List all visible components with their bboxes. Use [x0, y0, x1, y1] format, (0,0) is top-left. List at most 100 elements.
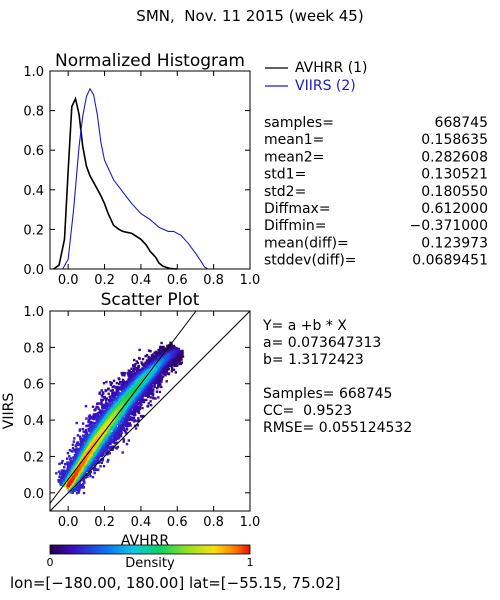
scatter-density-cell: [149, 357, 152, 360]
scatter-density-cell: [116, 407, 120, 411]
stat-label: mean1=: [264, 132, 324, 148]
scatter-density-cell: [91, 452, 95, 455]
scatter-density-cell: [129, 372, 132, 376]
scatter-density-cell: [136, 361, 139, 365]
scatter-density-cell: [152, 353, 155, 356]
stat-label: Diffmin=: [264, 218, 326, 234]
scatter-density-cell: [121, 374, 125, 377]
scatter-density-cell: [148, 366, 152, 370]
scatter-density-cell: [100, 461, 103, 464]
hist-ytick-label: 0.6: [23, 144, 44, 159]
scatter-density-cell: [171, 347, 174, 350]
scatter-density-cell: [167, 367, 171, 371]
scatter-density-cell: [136, 377, 139, 381]
scatter-density-cell: [105, 397, 108, 400]
scatter-density-cell: [147, 402, 150, 405]
scatter-density-cell: [158, 376, 161, 380]
scatter-density-cell: [91, 405, 95, 408]
scatter-density-cell: [166, 352, 169, 355]
scatter-density-cell: [154, 352, 158, 355]
stat-value: 0.123973: [421, 235, 488, 251]
scatter-density-cell: [139, 381, 142, 385]
scatter-density-cell: [177, 355, 180, 359]
scatter-density-cell: [151, 368, 155, 371]
scatter-density-cell: [140, 393, 144, 396]
scatter-density-cell: [62, 469, 66, 472]
scatter-density-cell: [75, 454, 78, 457]
scatter-density-cell: [165, 349, 169, 352]
scatter-density-cell: [113, 436, 116, 439]
scatter-density-cell: [167, 372, 170, 376]
scatter-density-cell: [125, 408, 129, 411]
scatter-density-cell: [124, 400, 127, 403]
scatter-density-cell: [153, 384, 156, 387]
scatter-density-cell: [131, 418, 134, 421]
scatter-density-cell: [101, 391, 105, 395]
scatter-density-cell: [125, 420, 128, 423]
scatter-density-cell: [94, 413, 98, 416]
scatter-density-cell: [172, 368, 176, 371]
scatter-density-cell: [77, 456, 81, 459]
histogram-panel: Normalized Histogram 0.0 0.2 0.4 0.6 0.8 1.00…: [23, 51, 260, 288]
scatter-density-cell: [62, 477, 66, 480]
scatter-density-cell: [98, 392, 101, 395]
scatter-density-cell: [140, 403, 143, 406]
scatter-density-cell: [97, 452, 100, 456]
scatter-density-cell: [172, 350, 175, 354]
scatter-density-cell: [160, 341, 163, 345]
scatter-density-cell: [121, 408, 124, 411]
scatter-density-cell: [128, 408, 131, 411]
scatter-density-cell: [67, 489, 71, 492]
scatter-density-cell: [68, 455, 71, 458]
scatter-density-cell: [142, 414, 145, 418]
scatter-density-cell: [167, 353, 170, 356]
scatter-density-cell: [122, 381, 125, 384]
scatter-density-cell: [177, 358, 180, 362]
scatter-density-cell: [149, 392, 152, 395]
scatter-density-cell: [66, 452, 70, 455]
scatter-density-cell: [89, 453, 92, 456]
scatter-density-cell: [108, 407, 111, 411]
scatter-density-cell: [147, 349, 151, 352]
scatter-density-cell: [90, 415, 93, 419]
scatter-density-cell: [132, 367, 136, 370]
scatter-density-cell: [115, 441, 119, 444]
scatter-density-cell: [141, 357, 145, 361]
scatter-density-cell: [82, 486, 85, 489]
scatter-density-cell: [115, 408, 118, 411]
scatter-density-cell: [96, 414, 99, 418]
scatter-density-cell: [58, 475, 61, 479]
scatter-density-cell: [75, 443, 78, 447]
scatter-density-cell: [110, 417, 113, 420]
scatter-density-cell: [108, 452, 111, 455]
scatter-density-cell: [85, 417, 88, 420]
histogram-axes: 0.0 0.2 0.4 0.6 0.8 1.00.00.20.40.60.81.0: [23, 65, 260, 288]
scatter-density-cell: [77, 485, 80, 488]
scatter-density-cell: [89, 474, 92, 478]
scatter-density-cell: [94, 437, 97, 441]
scatter-density-cell: [107, 387, 110, 390]
scatter-density-cell: [170, 363, 174, 367]
scatter-density-cell: [83, 481, 86, 484]
scatter-density-cell: [68, 449, 72, 452]
scatter-density-cell: [129, 379, 133, 382]
scatter-density-cell: [111, 438, 114, 441]
scatter-density-cell: [133, 375, 136, 378]
scatter-density-cell: [101, 404, 104, 408]
scatter-density-cell: [165, 368, 169, 372]
scatter-density-cell: [113, 442, 117, 445]
scatter-density-cell: [117, 421, 120, 424]
scatter-density-cell: [130, 387, 134, 391]
scatter-density-cell: [81, 454, 84, 457]
scatter-density-cell: [151, 393, 155, 397]
stat-label: samples=: [264, 115, 334, 131]
scatter-density-cell: [134, 409, 138, 412]
hist-xtick-label: 1.0: [240, 273, 261, 288]
scatter-density-cell: [58, 462, 61, 466]
scatter-density-cell: [80, 438, 83, 441]
scatter-density-cell: [175, 349, 178, 353]
scatter-density-cell: [97, 468, 100, 471]
scatter-density-cell: [88, 473, 91, 476]
scatter-density-cell: [86, 463, 89, 466]
scatter-density-cell: [133, 377, 136, 380]
